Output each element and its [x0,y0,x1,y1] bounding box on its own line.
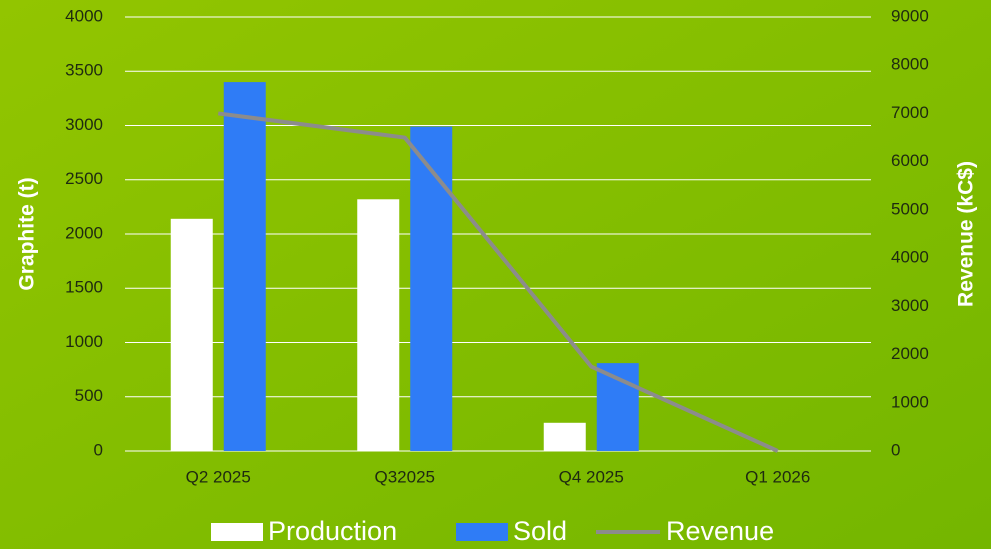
y2-tick-label: 1000 [891,392,929,411]
y2-tick-label: 7000 [891,103,929,122]
y-axis-label: Graphite (t) [16,177,39,290]
y-tick-label: 500 [75,386,103,405]
y2-tick-label: 9000 [891,6,929,25]
legend-label: Production [268,516,397,546]
x-tick-label: Q2 2025 [186,467,251,486]
y-tick-label: 2000 [65,223,103,242]
line-series [217,111,779,453]
y-tick-label: 1000 [65,332,103,351]
bar [596,363,639,451]
legend-label: Sold [513,516,567,546]
y-tick-label: 4000 [65,6,103,25]
bar [410,126,453,452]
bar [357,199,400,451]
y2-tick-label: 8000 [891,55,929,74]
y2-axis-label: Revenue (kC$) [955,161,978,307]
y2-tick-label: 0 [891,440,900,459]
legend-swatch [211,523,263,541]
x-tick-label: Q4 2025 [559,467,624,486]
bar [170,218,213,451]
y-tick-label: 2500 [65,169,103,188]
y-tick-label: 1500 [65,278,103,297]
bar [543,422,586,451]
legend-swatch [456,523,508,541]
legend-label: Revenue [666,516,774,546]
y2-tick-label: 6000 [891,151,929,170]
y-tick-label: 0 [94,440,103,459]
x-tick-label: Q32025 [375,467,436,486]
y2-tick-label: 4000 [891,248,929,267]
y-tick-label: 3500 [65,61,103,80]
y2-tick-label: 2000 [891,344,929,363]
y-tick-label: 3000 [65,115,103,134]
y2-tick-label: 5000 [891,199,929,218]
y2-tick-label: 3000 [891,296,929,315]
x-tick-label: Q1 2026 [745,467,810,486]
bar [223,82,266,451]
